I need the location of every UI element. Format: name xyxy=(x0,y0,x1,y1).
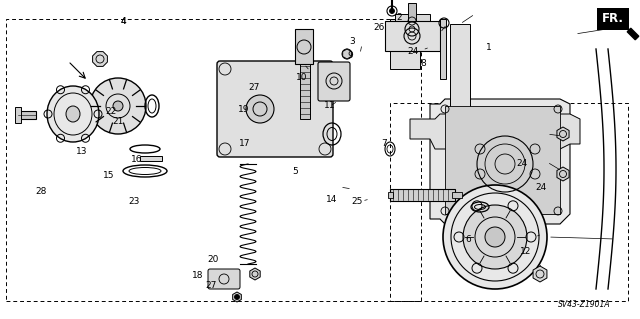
Bar xyxy=(390,103,628,301)
FancyBboxPatch shape xyxy=(217,61,333,157)
Circle shape xyxy=(443,185,547,289)
Circle shape xyxy=(234,294,239,300)
Text: 15: 15 xyxy=(103,170,115,180)
Circle shape xyxy=(90,78,146,134)
Circle shape xyxy=(246,95,274,123)
Bar xyxy=(140,156,162,161)
Text: 5: 5 xyxy=(292,167,298,176)
Bar xyxy=(390,189,455,201)
Text: 28: 28 xyxy=(35,188,47,197)
Text: 24: 24 xyxy=(536,183,547,192)
Text: 27: 27 xyxy=(205,281,217,291)
Bar xyxy=(6,19,421,301)
Bar xyxy=(295,29,313,64)
Text: 24: 24 xyxy=(408,47,419,56)
Ellipse shape xyxy=(66,106,80,122)
Text: 24: 24 xyxy=(516,160,527,168)
Text: FR.: FR. xyxy=(602,12,624,26)
Bar xyxy=(408,3,416,21)
Circle shape xyxy=(390,9,394,13)
Text: 14: 14 xyxy=(326,196,338,204)
Text: 21: 21 xyxy=(112,116,124,125)
Text: 8: 8 xyxy=(420,58,426,68)
Polygon shape xyxy=(395,14,430,29)
Text: 27: 27 xyxy=(248,84,260,93)
Text: 11: 11 xyxy=(324,101,336,110)
Text: 23: 23 xyxy=(128,197,140,205)
Text: 7: 7 xyxy=(381,138,387,147)
Text: 18: 18 xyxy=(192,271,204,279)
Polygon shape xyxy=(430,99,570,224)
Text: 1: 1 xyxy=(486,42,492,51)
Text: 16: 16 xyxy=(131,155,143,165)
Bar xyxy=(15,107,21,123)
Text: 26: 26 xyxy=(373,24,385,33)
Text: SV43-Z1901A: SV43-Z1901A xyxy=(558,300,611,309)
Text: 17: 17 xyxy=(239,139,251,149)
Text: 4: 4 xyxy=(120,17,126,26)
Polygon shape xyxy=(410,114,580,149)
Text: 20: 20 xyxy=(207,255,219,263)
FancyBboxPatch shape xyxy=(318,62,350,101)
Bar xyxy=(452,192,462,198)
Text: 4: 4 xyxy=(120,17,126,26)
Text: 9: 9 xyxy=(347,50,353,60)
Ellipse shape xyxy=(47,86,99,142)
Text: 25: 25 xyxy=(351,197,363,205)
Text: 10: 10 xyxy=(296,73,308,83)
Circle shape xyxy=(485,227,505,247)
Circle shape xyxy=(113,101,123,111)
Text: 19: 19 xyxy=(238,106,250,115)
Bar xyxy=(385,21,440,51)
Polygon shape xyxy=(390,19,420,69)
Bar xyxy=(440,19,446,79)
Circle shape xyxy=(463,205,527,269)
Bar xyxy=(445,106,560,214)
Polygon shape xyxy=(450,24,470,119)
FancyArrow shape xyxy=(627,28,639,40)
FancyBboxPatch shape xyxy=(208,269,240,289)
Text: 3: 3 xyxy=(349,36,355,46)
Text: 22: 22 xyxy=(106,107,116,115)
Bar xyxy=(388,192,393,198)
Text: 12: 12 xyxy=(520,247,532,256)
Text: 13: 13 xyxy=(76,146,88,155)
Bar xyxy=(18,111,36,119)
Text: 2: 2 xyxy=(396,12,402,21)
Circle shape xyxy=(342,49,352,59)
Text: 6: 6 xyxy=(465,235,471,244)
Bar xyxy=(300,64,310,119)
Bar xyxy=(597,8,629,30)
